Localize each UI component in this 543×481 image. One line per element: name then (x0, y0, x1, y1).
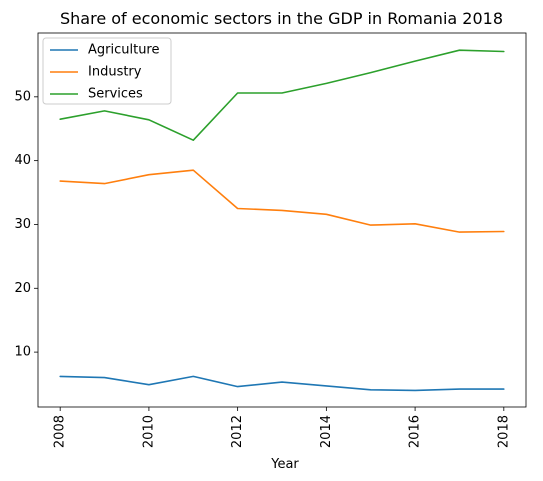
x-axis: 2008 2010 2012 2014 2016 2018 (53, 407, 511, 448)
legend-label: Industry (88, 65, 142, 80)
y-tick-label: 50 (14, 89, 31, 104)
x-tick-label: 2014 (319, 415, 334, 448)
series-lines (59, 49, 505, 392)
series-line-services (59, 49, 505, 141)
legend-label: Agriculture (88, 43, 160, 58)
legend-label: Services (88, 87, 143, 102)
x-axis-label: Year (270, 457, 299, 472)
x-tick-label: 2016 (408, 415, 423, 448)
series-line-industry (59, 169, 505, 233)
legend: Agriculture Industry Services (42, 37, 172, 105)
y-tick-label: 30 (14, 217, 31, 232)
x-tick-label: 2012 (230, 415, 245, 448)
y-axis: 10 20 30 40 50 (14, 89, 38, 360)
x-tick-label: 2010 (141, 415, 156, 448)
series-line-agriculture (59, 375, 505, 392)
x-tick-label: 2008 (53, 415, 68, 448)
chart-title: Share of economic sectors in the GDP in … (60, 9, 503, 28)
x-tick-label: 2018 (496, 415, 511, 448)
plot-area (37, 32, 527, 408)
legend-box (42, 37, 172, 105)
y-tick-label: 40 (14, 153, 31, 168)
y-tick-label: 20 (14, 281, 31, 296)
y-tick-label: 10 (14, 345, 31, 360)
